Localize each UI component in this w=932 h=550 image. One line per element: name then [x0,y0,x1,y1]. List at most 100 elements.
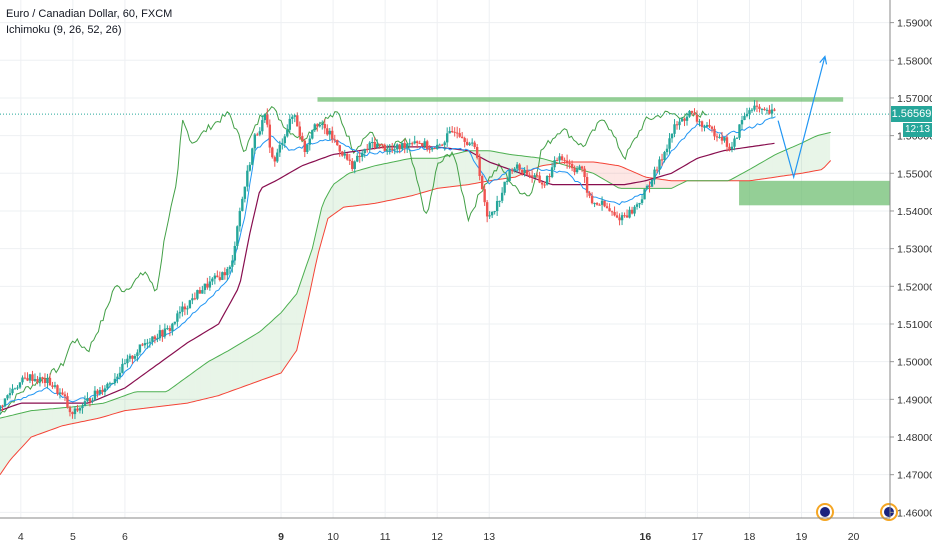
candle-body [246,170,249,187]
candle-body [388,148,391,151]
cloud-segment [801,141,805,174]
cloud-segment [411,158,414,196]
cloud-segment [255,333,258,383]
last-price-tag: 1.56569 [891,106,932,122]
candle-body [113,378,117,383]
cloud-segment [148,391,151,408]
indicator-label[interactable]: Ichimoku (9, 26, 52, 26) [6,24,122,36]
candle-body [118,372,122,377]
cloud-segment [400,159,404,199]
candle-body [278,144,282,153]
candle-body [635,204,639,207]
candle-body [376,143,379,148]
cloud-segment [632,171,635,189]
cloud-segment [804,140,807,173]
cloud-segment [616,165,620,189]
cloud-segment [296,286,300,351]
candle-body [73,408,77,415]
candle-body [353,161,356,169]
cloud-segment [619,165,622,189]
cloud-segment [83,405,86,422]
candle-body [286,129,289,137]
candle-body [198,290,202,294]
cloud-segment [192,371,196,402]
candle-body [98,389,102,394]
candle-body [768,109,771,114]
cloud-segment [33,410,37,437]
x-tick-label: 18 [744,531,756,543]
candle-body [423,141,426,147]
cloud-segment [674,180,677,188]
candle-body [181,306,184,312]
cloud-segment [486,150,490,182]
cloud-segment [822,133,825,170]
x-tick-label: 5 [70,531,76,543]
candle-body [653,169,656,180]
cloud-segment [46,408,50,432]
cloud-segment [809,138,812,172]
cloud-segment [348,172,352,207]
cloud-segment [93,404,97,420]
cloud-segment [416,158,419,195]
cloud-segment [484,150,487,182]
candle-body [206,283,209,288]
cloud-segment [642,175,646,189]
cloud-segment [262,326,266,380]
cloud-segment [31,410,34,438]
cloud-segment [421,158,425,193]
cloud-segment [200,365,203,400]
cloud-segment [132,391,136,410]
candle-body [753,105,756,110]
cloud-segment [772,154,776,178]
candle-body [228,266,232,270]
cloud-segment [327,189,331,219]
candle-body [488,215,491,217]
candle-body [156,338,159,340]
cloud-segment [182,378,185,404]
cloud-segment [351,171,354,207]
candle-body [438,144,441,146]
candle-body [378,143,381,145]
candle-body [408,143,411,145]
candle-body [725,137,729,147]
candle-body [141,344,144,346]
candle-body [386,150,389,152]
candle-body [670,133,674,139]
candle-body [151,336,154,342]
cloud-segment [442,156,445,188]
symbol-title[interactable]: Euro / Canadian Dollar, 60, FXCM [6,8,173,20]
candle-body [133,356,137,359]
candle-body [18,382,22,388]
candle-body [238,210,242,227]
y-tick-label: 1.49000 [897,394,932,406]
candle-body [673,124,676,134]
projection-arrow-path [777,56,826,180]
candle-body [131,355,134,359]
candle-body [16,387,19,389]
candle-body [548,176,551,178]
candle-body [271,147,274,158]
candle-body [523,170,526,173]
cloud-segment [179,380,183,405]
candle-body [745,113,749,117]
candle-body [448,130,451,134]
candle-body [48,377,52,386]
y-tick-label: 1.53000 [897,244,932,256]
cloud-segment [265,324,269,379]
y-tick-label: 1.59000 [897,18,932,30]
cloud-segment [195,369,198,402]
cloud-segment [242,340,245,388]
candle-body [650,179,654,187]
candle-body [393,149,396,151]
candle-body [381,144,384,146]
cloud-segment [658,178,661,189]
candle-body [71,412,74,415]
candle-body [455,132,459,134]
x-tick-label: 11 [380,531,391,543]
cloud-segment [733,176,737,181]
cloud-segment [104,402,107,417]
candle-body [485,202,489,217]
candle-body [201,290,204,294]
event-flag-icon [820,507,830,517]
